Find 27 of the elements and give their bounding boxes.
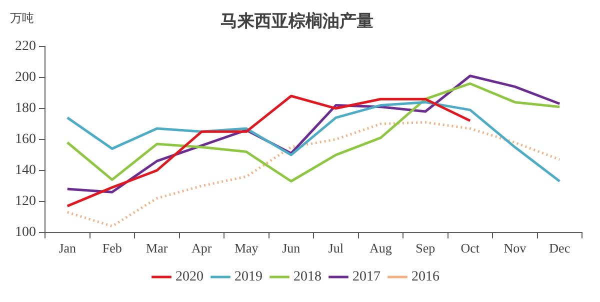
- y-tick-label: 100: [15, 225, 36, 240]
- legend-label: 2016: [412, 270, 440, 285]
- y-tick-label: 200: [15, 70, 36, 86]
- legend-label: 2017: [352, 270, 380, 285]
- y-axis-title: 万吨: [10, 10, 34, 27]
- y-tick-label: 140: [15, 163, 36, 178]
- x-tick-label: Aug: [369, 240, 392, 256]
- x-tick-label: Dec: [549, 240, 570, 256]
- x-tick-label: Jun: [282, 240, 301, 256]
- x-tick-label: Mar: [146, 240, 168, 256]
- y-tick-label: 220: [15, 39, 36, 54]
- y-tick-label: 160: [15, 132, 36, 148]
- x-tick-label: Sep: [416, 240, 436, 256]
- x-tick-label: Jan: [58, 240, 77, 256]
- y-tick-label: 120: [15, 194, 36, 210]
- y-tick-label: 180: [15, 101, 36, 116]
- x-tick-label: Oct: [460, 240, 480, 256]
- x-tick-label: Feb: [102, 240, 122, 256]
- legend-label: 2018: [294, 270, 322, 285]
- x-tick-label: May: [234, 240, 259, 256]
- legend-label: 2020: [176, 270, 204, 285]
- x-tick-label: Apr: [192, 240, 212, 256]
- line-series: [66, 121, 561, 228]
- chart-title: 马来西亚棕榈油产量: [220, 12, 374, 32]
- x-tick-label: Nov: [504, 240, 527, 256]
- legend-label: 2019: [234, 270, 262, 285]
- x-tick-label: Jul: [328, 240, 344, 256]
